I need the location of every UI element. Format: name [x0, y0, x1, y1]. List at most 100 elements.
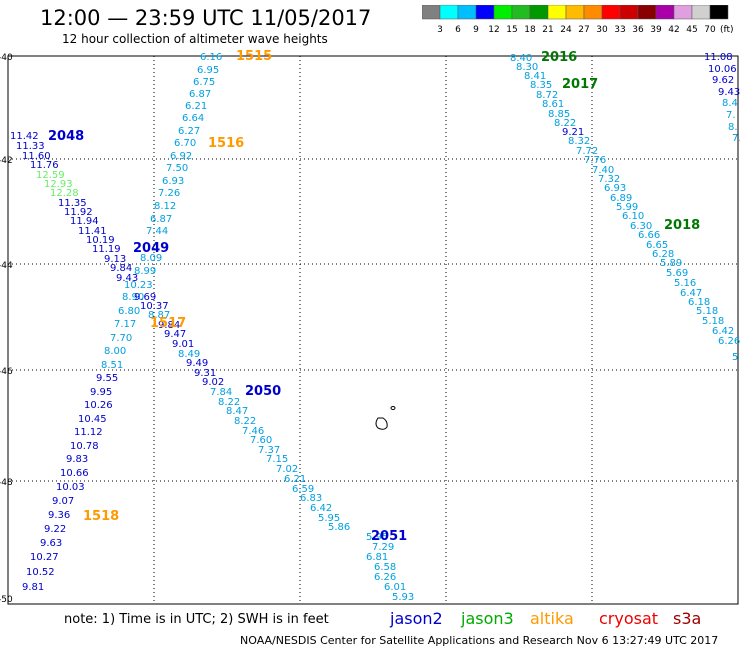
swh-reading: 9.55	[96, 373, 118, 384]
swh-reading: 10.19	[86, 235, 115, 246]
swh-reading: 7.40	[592, 165, 614, 176]
swh-reading: 12.28	[50, 188, 79, 199]
wave-height-readings: 6.166.956.756.876.216.646.276.706.927.50…	[10, 52, 740, 603]
scale-label: 3	[437, 25, 443, 35]
pass-number-label: 1517	[150, 316, 186, 331]
swh-reading: 6.30	[630, 221, 652, 232]
swh-reading: 9.43	[718, 87, 740, 98]
scale-label: 70	[704, 25, 716, 35]
swh-reading: 8.09	[140, 253, 162, 264]
islet-shape	[390, 406, 396, 410]
legend-cryosat: cryosat	[599, 609, 659, 628]
scale-unit: (ft)	[720, 25, 734, 35]
swh-reading: 6.80	[118, 306, 140, 317]
swh-reading: 7.29	[372, 542, 394, 553]
graticule	[8, 56, 738, 604]
lat-tick-label: -50	[0, 595, 13, 605]
footer-note: note: 1) Time is in UTC; 2) SWH is in fe…	[64, 612, 329, 627]
lat-tick-label: -44	[0, 261, 13, 271]
scale-label: 36	[632, 25, 644, 35]
swh-reading: 10.52	[26, 567, 55, 578]
swh-reading: 10.37	[140, 301, 169, 312]
swh-reading: 9.01	[172, 339, 194, 350]
swh-reading: 6.65	[646, 240, 668, 251]
swh-reading: 6.64	[182, 113, 204, 124]
swh-reading: 7.60	[250, 435, 272, 446]
swh-reading: 9.13	[104, 254, 126, 265]
swh-reading: 7.50	[166, 163, 188, 174]
swh-reading: 9.07	[52, 496, 74, 507]
swh-reading: 8.85	[548, 109, 570, 120]
swh-reading: 6.89	[610, 193, 632, 204]
scale-label: 6	[455, 25, 461, 35]
swh-reading: 11.94	[70, 216, 99, 227]
swh-reading: 10.78	[70, 441, 99, 452]
pass-number-label: 1516	[208, 136, 244, 151]
swh-reading: 9.47	[164, 329, 186, 340]
scale-label: 33	[614, 25, 625, 35]
swh-reading: 9.62	[712, 75, 734, 86]
swh-reading: 11.33	[16, 141, 45, 152]
swh-reading: 6.92	[170, 151, 192, 162]
swh-reading: 9.21	[562, 127, 584, 138]
swh-reading: 9.69	[134, 292, 156, 303]
swh-reading: 7.17	[114, 319, 136, 330]
scale-label: 9	[473, 25, 479, 35]
swh-reading: 6.75	[193, 77, 215, 88]
swh-reading: 8.30	[516, 62, 538, 73]
swh-reading: 9.36	[48, 510, 70, 521]
chart-subtitle: 12 hour collection of altimeter wave hei…	[62, 32, 328, 46]
swh-reading: 10.03	[56, 482, 85, 493]
footer-credit: NOAA/NESDIS Center for Satellite Applica…	[240, 634, 719, 647]
swh-reading: 6.10	[622, 211, 644, 222]
legend-s3a: s3a	[673, 609, 702, 628]
swh-reading: 7.84	[210, 387, 232, 398]
swh-reading: 7.44	[146, 226, 168, 237]
swh-reading: 7.	[726, 110, 736, 121]
swh-reading: 9.84	[110, 263, 132, 274]
swh-reading: 5.18	[702, 316, 724, 327]
swh-reading: 6.27	[178, 126, 200, 137]
swh-reading: 6.93	[604, 183, 626, 194]
pass-number-label: 2050	[245, 384, 281, 399]
swh-reading: 6.59	[292, 484, 314, 495]
legend-altika: altika	[530, 609, 574, 628]
swh-reading: 7.76	[584, 155, 606, 166]
swh-reading: 9.81	[22, 582, 44, 593]
swh-reading: 12.93	[44, 179, 73, 190]
swh-reading: 10.26	[84, 400, 113, 411]
scale-label: 21	[542, 25, 553, 35]
swh-reading: 11.08	[704, 52, 733, 63]
swh-reading: 6.42	[712, 326, 734, 337]
pass-labels: 1515 1516 1517 1518 2048 2049 2050 2051 2016 2017…	[48, 49, 700, 544]
legend-jason2: jason2	[390, 609, 443, 628]
swh-reading: 6.95	[197, 65, 219, 76]
swh-reading: 7.70	[110, 333, 132, 344]
swh-reading: 6.70	[174, 138, 196, 149]
scale-label: 42	[668, 25, 679, 35]
swh-reading: 8.22	[554, 118, 576, 129]
chart-title: 12:00 — 23:59 UTC 11/05/2017	[40, 6, 372, 30]
swh-reading: 9.49	[186, 358, 208, 369]
lat-tick-label: -40	[0, 53, 13, 63]
pass-number-label: 2049	[133, 241, 169, 256]
swh-reading: 6.83	[300, 493, 322, 504]
swh-reading: 10.27	[30, 552, 59, 563]
swh-reading: 9.95	[90, 387, 112, 398]
scale-label: 45	[686, 25, 697, 35]
swh-reading: 8.4	[722, 98, 738, 109]
swh-reading: 8.22	[218, 397, 240, 408]
swh-reading: 6.18	[688, 297, 710, 308]
swh-reading: 5	[732, 352, 738, 363]
swh-reading: 6.01	[384, 582, 406, 593]
swh-reading: 8.35	[530, 80, 552, 91]
swh-reading: 6.42	[310, 503, 332, 514]
scale-label: 15	[506, 25, 517, 35]
pass-number-label: 1518	[83, 509, 119, 524]
swh-reading: 8.87	[148, 310, 170, 321]
scale-label: 39	[650, 25, 662, 35]
swh-reading: 11.19	[92, 244, 121, 255]
swh-reading: 7.46	[242, 426, 264, 437]
